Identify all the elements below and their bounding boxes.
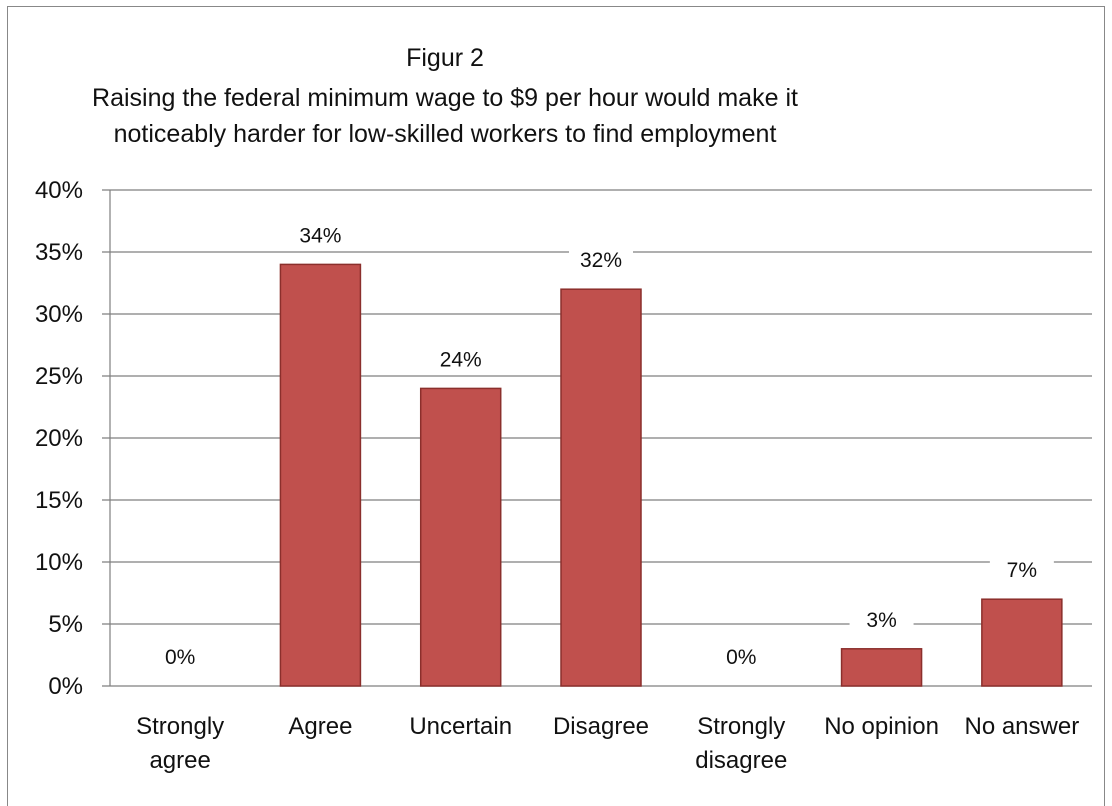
data-label: 0% [726, 646, 756, 669]
bar [842, 649, 922, 686]
bar [561, 289, 641, 686]
y-tick-label: 35% [35, 239, 83, 266]
y-tick-label: 10% [35, 549, 83, 576]
y-tick-label: 40% [35, 177, 83, 204]
x-tick-label: Strongly [697, 713, 785, 740]
x-tick-label: Disagree [553, 713, 649, 740]
data-label: 3% [866, 609, 896, 632]
data-label: 24% [440, 348, 482, 371]
bar [982, 599, 1062, 686]
y-tick-label: 20% [35, 425, 83, 452]
data-label: 34% [299, 224, 341, 247]
x-tick-label: No opinion [824, 713, 939, 740]
y-tick-label: 0% [48, 673, 83, 700]
x-tick-label: disagree [695, 747, 787, 774]
x-tick-label: agree [149, 747, 210, 774]
data-label: 0% [165, 646, 195, 669]
data-label: 7% [1007, 559, 1037, 582]
x-tick-label: No answer [964, 713, 1079, 740]
x-tick-label: Uncertain [409, 713, 512, 740]
x-tick-label: Agree [288, 713, 352, 740]
y-tick-label: 15% [35, 487, 83, 514]
x-tick-label: Strongly [136, 713, 224, 740]
bar [421, 388, 501, 686]
bar [280, 264, 360, 686]
y-tick-label: 25% [35, 363, 83, 390]
data-label: 32% [580, 249, 622, 272]
y-tick-label: 30% [35, 301, 83, 328]
y-tick-label: 5% [48, 611, 83, 638]
